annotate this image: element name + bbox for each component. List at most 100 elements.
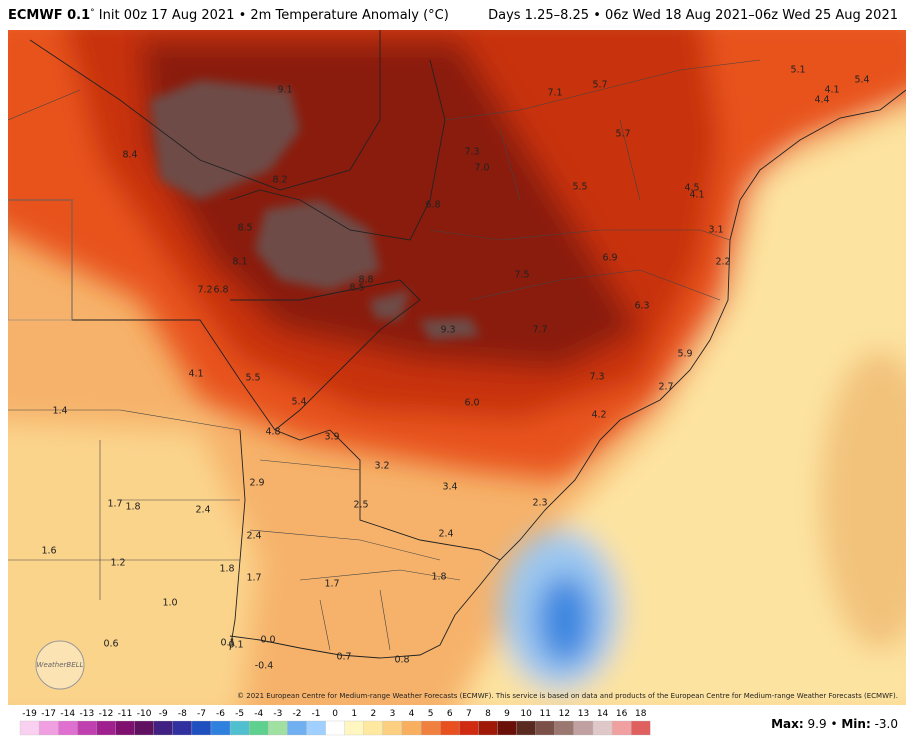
map-value-label: 2.4 [246,531,261,542]
colorbar-tick-label: -17 [41,709,56,719]
map-value-label: 3.9 [324,432,339,443]
colorbar-swatch [478,720,498,736]
colorbar-swatch [440,720,460,736]
colorbar-tick-label: -6 [216,709,225,719]
colorbar-swatch [420,720,441,736]
country-border [229,59,446,241]
map-value-label: 7.0 [474,163,489,174]
colorbar-tick-label: -7 [197,709,206,719]
map-value-label: 1.0 [162,598,177,609]
colorbar-swatch [38,720,59,736]
colorbar-swatch [401,720,422,736]
colorbar-tick-label: -9 [159,709,168,719]
logo-badge [35,640,85,690]
map-value-label: 4.8 [265,427,280,438]
map-value-label: 7.2 [197,285,212,296]
colorbar-tick-label: 9 [504,709,510,719]
map-value-label: 5.4 [291,397,306,408]
map-value-label: 7.1 [547,88,562,99]
map-value-label: 1.7 [246,573,261,584]
colorbar-tick-label: -10 [137,709,152,719]
colorbar-tick-label: 11 [540,709,551,719]
province-outline [8,199,73,321]
map-value-label: 4.4 [814,95,829,106]
colorbar-swatch [134,720,154,736]
colorbar-tick-label: 13 [578,709,589,719]
map-value-label: 1.2 [110,558,125,569]
map-value-label: 5.1 [790,65,805,76]
map-value-label: 1.7 [324,579,339,590]
map: WeatherBELL 9.18.48.28.58.17.2 6.88.88.59… [8,30,906,705]
colorbar-swatch [516,720,536,736]
map-value-label: 2.4 [195,505,210,516]
colorbar: -19 -17 -14 -13 -12 -11 -10 -9 -8 -7 -6 -5 -4 -3 -2 -1 0… [19,709,651,736]
map-value-label: 4.2 [591,410,606,421]
map-value-label: 3.4 [442,482,457,493]
country-border [230,279,421,431]
map-value-label: 7.7 [532,325,547,336]
colorbar-swatch [210,720,231,736]
map-value-label: -0.4 [255,661,274,672]
colorbar-tick-label: -14 [60,709,75,719]
map-value-label: 8.5 [237,223,252,234]
map-value-label: 8.1 [232,257,247,268]
colorbar-tick-label: -11 [118,709,133,719]
header-valid: Days 1.25–8.25 • 06z Wed 18 Aug 2021–06z… [488,8,898,23]
map-value-label: 4.1 [188,369,203,380]
colorbar-tick-label: 14 [597,709,609,719]
map-value-label: 1.4 [52,406,67,417]
map-value-label: 2.3 [532,498,547,509]
map-value-label: 4.1 [689,190,704,201]
map-value-label: 9.1 [277,85,292,96]
country-border [29,30,381,191]
map-value-label: 2.9 [249,478,264,489]
colorbar-tick-label: -2 [292,709,301,719]
map-value-label: 2.7 [658,382,673,393]
colorbar-tick-label: -5 [235,709,244,719]
colorbar-tick-label: 16 [616,709,628,719]
colorbar-swatch [325,720,345,736]
colorbar-swatch [306,720,326,736]
map-value-label: 8.4 [122,150,137,161]
colorbar-tick-label: -1 [312,709,321,719]
colorbar-swatch [344,720,364,736]
colorbar-swatch [535,720,555,736]
colorbar-tick-label: 8 [485,709,491,719]
map-value-label: 0.6 [103,639,118,650]
map-value-label: 5.5 [245,373,260,384]
map-value-label: 6.3 [634,301,649,312]
map-value-label: 6.9 [602,253,617,264]
colorbar-swatch [611,720,632,736]
colorbar-swatch [459,720,479,736]
colorbar-swatch [268,720,288,736]
map-value-label: 1.8 [125,502,140,513]
map-value-label: 5.7 [592,80,607,91]
footer-stats: Max: 9.9 • Min: -3.0 [771,717,898,731]
map-value-label: 9.3 [440,325,455,336]
map-value-label: 5.9 [677,349,692,360]
colorbar-swatch [382,720,403,736]
colorbar-tick-label: 6 [447,709,453,719]
map-value-label: 1.6 [41,546,56,557]
colorbar-tick-label: -19 [22,709,37,719]
colorbar-swatch [191,720,212,736]
map-value-label: 1.8 [219,564,234,575]
coastline [229,89,906,659]
colorbar-swatch [58,720,78,736]
colorbar-tick-label: 12 [559,709,570,719]
colorbar-tick-label: 2 [370,709,376,719]
colorbar-tick-label: -4 [254,709,263,719]
colorbar-swatch [573,720,594,736]
map-value-label: 7.3 [589,372,604,383]
colorbar-tick-label: -3 [273,709,282,719]
colorbar-swatch [497,720,517,736]
map-value-label: 6.8 [425,200,440,211]
map-value-label: 2.4 [438,529,453,540]
map-value-label: 3.1 [708,225,723,236]
colorbar-swatch [115,720,135,736]
colorbar-tick-label: -12 [99,709,114,719]
map-value-label: 3.2 [374,461,389,472]
map-value-label: 6.8 [213,285,228,296]
colorbar-swatch [287,720,307,736]
